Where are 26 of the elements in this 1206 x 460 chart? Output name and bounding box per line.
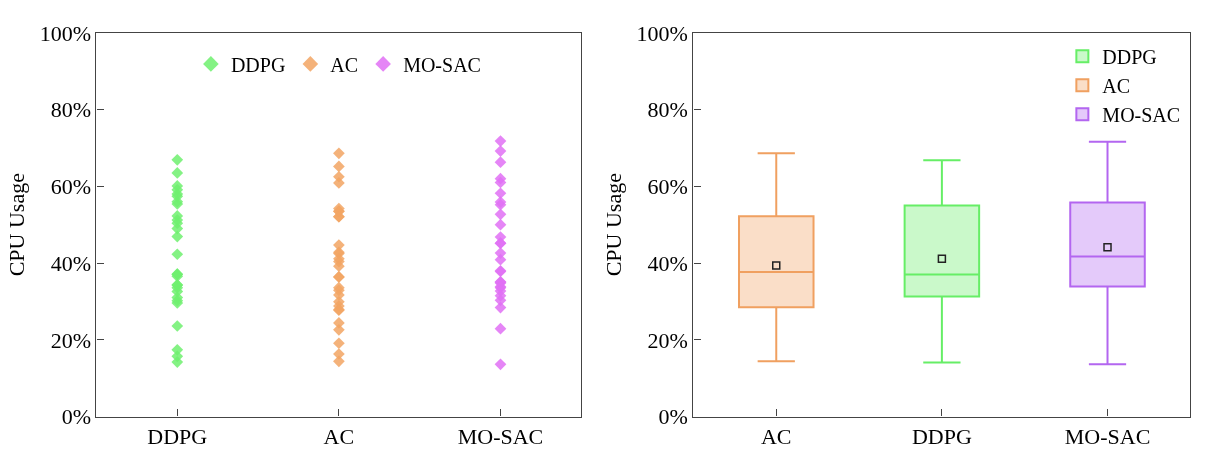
y-tick-label: 80% [647, 97, 688, 123]
y-axis-title: CPU Usage [4, 173, 30, 277]
y-tick-label: 40% [647, 250, 688, 276]
legend-label: MO-SAC [1102, 104, 1181, 127]
y-tick-label: 60% [647, 174, 688, 200]
y-tick-label: 0% [658, 404, 688, 430]
y-tick-label: 20% [50, 327, 91, 353]
legend-label: DDPG [1102, 46, 1157, 69]
x-tick-label: DDPG [911, 424, 972, 450]
y-tick-label: 60% [50, 174, 91, 200]
x-tick-label: AC [760, 424, 792, 450]
legend-label: DDPG [230, 53, 286, 76]
x-tick-label: MO-SAC [457, 424, 544, 450]
legend-label: AC [330, 53, 359, 76]
y-tick-label: 80% [50, 97, 91, 123]
y-tick-label: 100% [636, 20, 688, 46]
legend-label: AC [1102, 75, 1131, 98]
y-tick-label: 0% [61, 404, 91, 430]
y-tick-label: 100% [39, 20, 91, 46]
y-tick-label: 20% [647, 327, 688, 353]
y-tick-label: 40% [50, 250, 91, 276]
x-tick-label: AC [323, 424, 355, 450]
x-tick-label: DDPG [147, 424, 208, 450]
legend-label: MO-SAC [403, 53, 481, 76]
y-axis-title: CPU Usage [601, 173, 627, 277]
x-tick-label: MO-SAC [1064, 424, 1151, 450]
